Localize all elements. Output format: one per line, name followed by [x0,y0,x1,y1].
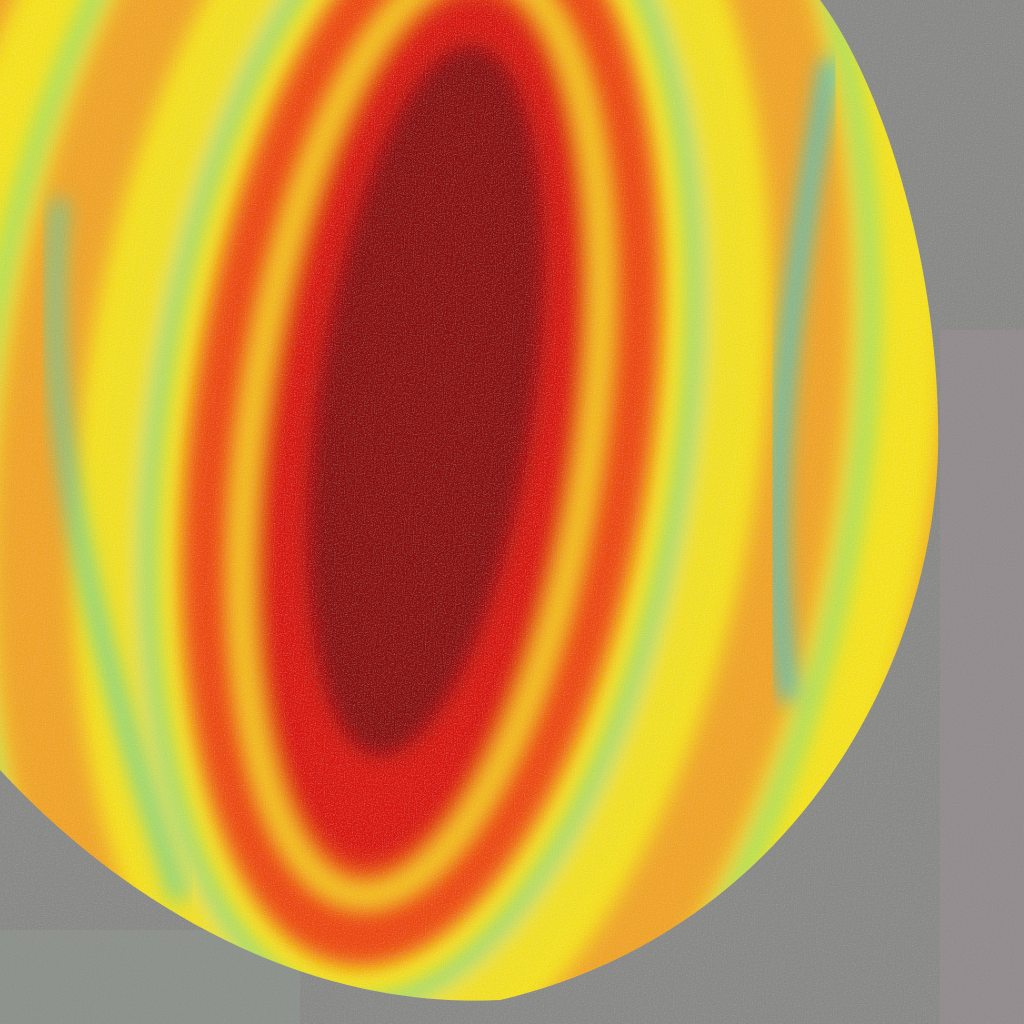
blue-fringe [49,199,186,902]
fringe [140,0,702,1001]
core [305,43,546,758]
fringe [0,0,878,1001]
stripe-area [940,330,1024,1024]
fringe [92,0,751,1001]
fringe [229,0,613,908]
fringe [0,0,851,1001]
blue-fringe [770,58,837,702]
stripes-right [0,330,1024,1024]
